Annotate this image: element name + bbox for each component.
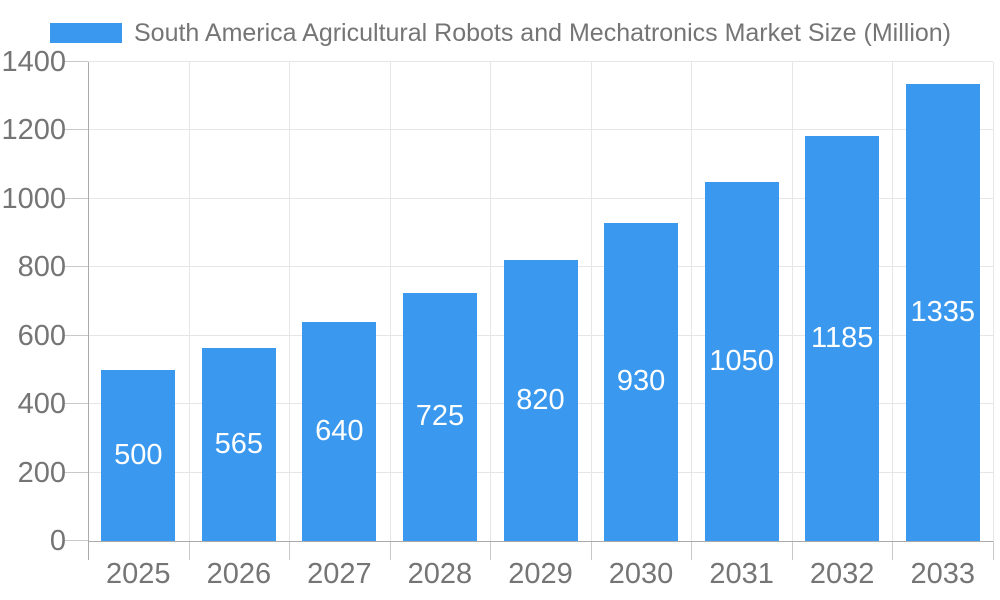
x-axis-tick (289, 541, 290, 560)
bar-value-label: 640 (315, 415, 364, 447)
x-axis-label: 2028 (407, 558, 473, 590)
bar-2026[interactable] (201, 347, 276, 541)
bar-value-label: 1185 (810, 321, 874, 354)
gridline-vertical (289, 62, 290, 541)
gridline-vertical (892, 62, 893, 541)
bar-value-label: 1335 (910, 296, 975, 329)
bar-2031[interactable] (704, 181, 779, 541)
gridline-vertical (490, 62, 491, 541)
bar-2032[interactable] (805, 135, 880, 541)
x-axis-label: 2031 (709, 558, 774, 590)
y-axis-label: 600 (17, 320, 66, 352)
x-axis-label: 2026 (206, 558, 272, 590)
x-axis-tick (792, 541, 793, 560)
x-axis-tick (490, 541, 491, 560)
gridline-horizontal (88, 61, 993, 62)
y-axis-tick (64, 472, 88, 473)
bar-2027[interactable] (302, 322, 377, 541)
y-axis-tick (64, 403, 88, 404)
bar-2025[interactable] (101, 369, 176, 541)
bar-value-label: 1050 (709, 344, 774, 377)
y-axis-line (88, 62, 89, 560)
bar-2029[interactable] (503, 260, 578, 541)
y-axis-label: 1200 (1, 114, 66, 146)
x-axis-label: 2030 (608, 558, 674, 590)
y-axis-label: 800 (17, 251, 66, 283)
gridline-vertical (792, 62, 793, 541)
bar-2028[interactable] (402, 292, 477, 541)
x-axis-label: 2029 (508, 558, 573, 590)
gridline-horizontal (88, 198, 993, 199)
x-axis-tick (591, 541, 592, 560)
x-axis-tick (390, 541, 391, 560)
y-axis-label: 200 (17, 457, 66, 489)
x-axis-tick (892, 541, 893, 560)
bar-value-label: 565 (214, 427, 264, 460)
gridline-vertical (390, 62, 391, 541)
y-axis-tick (64, 266, 88, 267)
gridline-vertical (993, 62, 994, 541)
chart-legend-item[interactable]: South America Agricultural Robots and Me… (50, 18, 951, 48)
bar-value-label: 725 (415, 400, 465, 433)
y-axis-label: 0 (49, 525, 66, 557)
legend-label: South America Agricultural Robots and Me… (134, 18, 952, 47)
y-axis-tick (64, 61, 88, 62)
y-axis-label: 1000 (1, 183, 66, 215)
x-axis-line (88, 541, 993, 542)
x-axis-label: 2032 (809, 558, 875, 590)
x-axis-label: 2025 (106, 558, 171, 590)
bar-2030[interactable] (604, 222, 679, 541)
bar-value-label: 930 (616, 365, 666, 398)
y-axis-tick (64, 540, 88, 541)
y-axis-tick (64, 335, 88, 336)
x-axis-tick (189, 541, 190, 560)
y-axis-tick (64, 129, 88, 130)
y-axis-label: 400 (17, 388, 66, 420)
x-axis-tick (691, 541, 692, 560)
x-axis-label: 2033 (910, 558, 975, 590)
gridline-vertical (591, 62, 592, 541)
y-axis-label: 1400 (1, 46, 66, 78)
gridline-vertical (691, 62, 692, 541)
legend-swatch (50, 23, 122, 43)
bar-value-label: 500 (114, 438, 163, 471)
x-axis-tick (993, 541, 994, 560)
bar-value-label: 820 (516, 384, 565, 417)
x-axis-label: 2027 (307, 558, 372, 590)
y-axis-tick (64, 198, 88, 199)
gridline-vertical (189, 62, 190, 541)
bar-2033[interactable] (905, 84, 980, 541)
gridline-horizontal (88, 129, 993, 130)
